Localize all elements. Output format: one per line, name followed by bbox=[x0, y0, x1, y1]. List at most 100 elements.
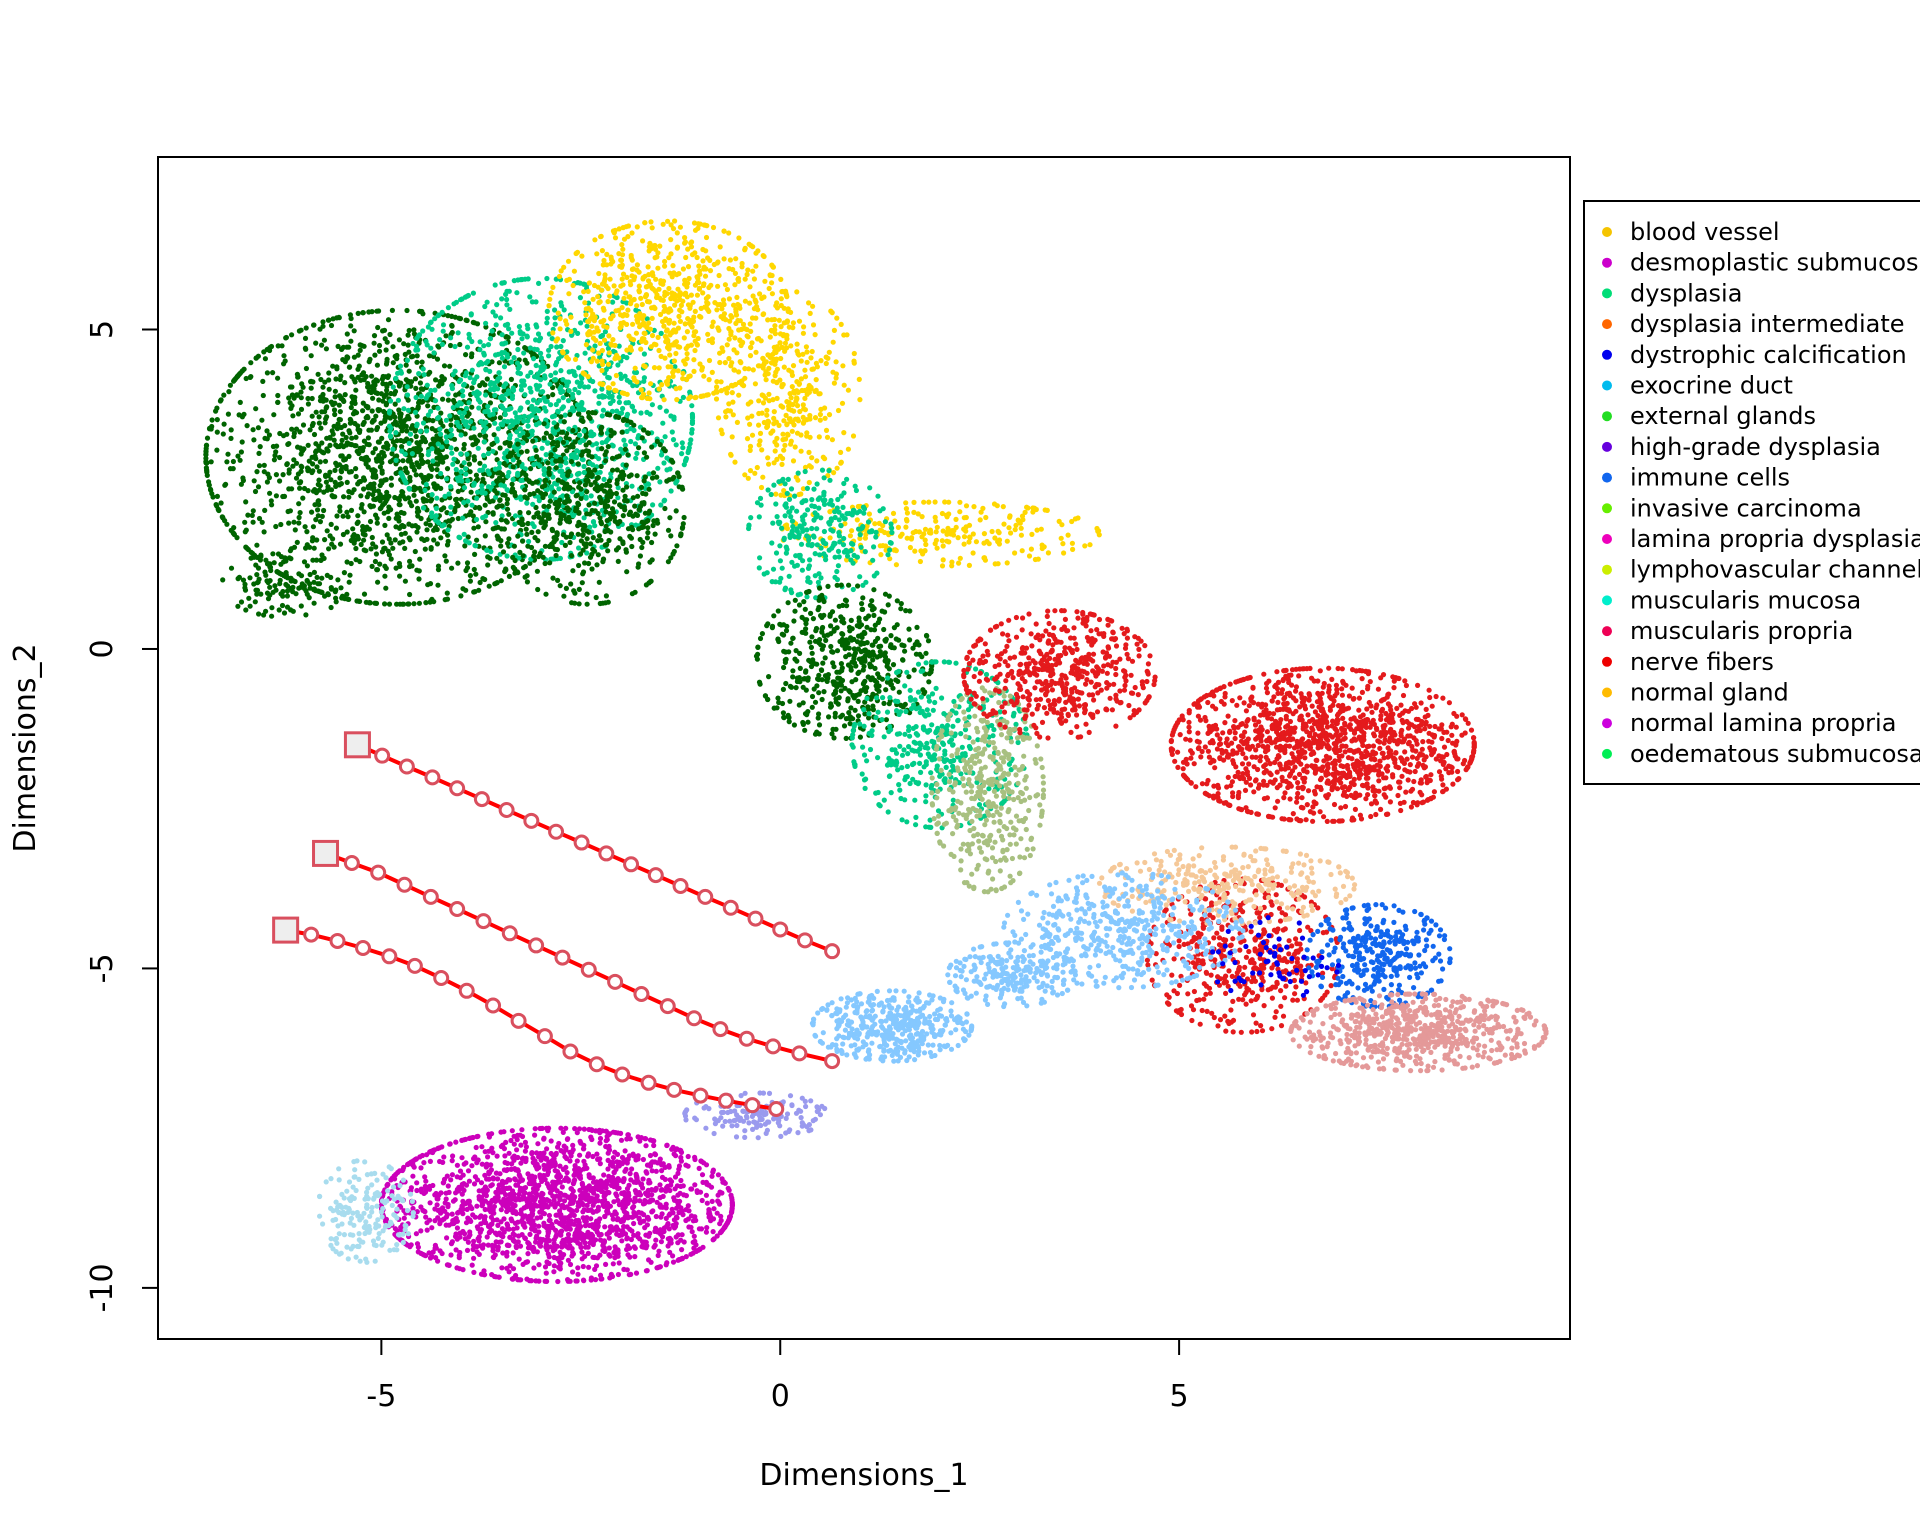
data-point bbox=[832, 574, 838, 580]
data-point bbox=[313, 441, 319, 447]
data-point bbox=[714, 384, 720, 390]
data-point bbox=[308, 385, 314, 391]
data-point bbox=[858, 526, 864, 532]
data-point bbox=[804, 359, 810, 365]
data-point bbox=[296, 585, 302, 591]
data-point bbox=[570, 427, 576, 434]
data-point bbox=[449, 383, 455, 389]
data-point bbox=[204, 435, 211, 441]
data-point bbox=[946, 539, 952, 545]
data-point bbox=[792, 493, 798, 499]
data-point bbox=[554, 344, 560, 350]
data-point bbox=[418, 393, 424, 399]
data-point bbox=[385, 548, 391, 554]
data-point bbox=[933, 529, 939, 535]
data-point bbox=[770, 566, 777, 572]
data-point bbox=[214, 447, 220, 453]
data-point bbox=[440, 322, 447, 328]
data-point bbox=[435, 567, 442, 573]
data-point bbox=[254, 572, 260, 578]
data-point bbox=[502, 407, 508, 413]
data-point bbox=[305, 488, 311, 494]
data-point bbox=[520, 538, 526, 544]
data-point bbox=[304, 563, 310, 569]
data-point bbox=[616, 394, 622, 400]
data-point bbox=[448, 427, 454, 433]
data-point bbox=[664, 308, 670, 314]
data-point bbox=[433, 428, 439, 434]
data-point bbox=[668, 237, 674, 243]
data-point bbox=[601, 257, 607, 264]
data-point bbox=[551, 535, 557, 541]
data-point bbox=[800, 420, 807, 426]
data-point bbox=[917, 558, 924, 565]
data-point bbox=[1028, 546, 1034, 552]
data-point bbox=[889, 529, 895, 536]
data-point bbox=[731, 367, 738, 373]
data-point bbox=[738, 326, 745, 332]
data-point bbox=[208, 487, 214, 493]
data-point bbox=[387, 428, 393, 434]
data-point bbox=[402, 530, 408, 536]
data-point bbox=[251, 581, 257, 587]
data-point bbox=[803, 344, 810, 350]
data-point bbox=[670, 459, 676, 465]
data-point bbox=[261, 612, 267, 618]
data-point bbox=[225, 411, 231, 417]
data-point bbox=[331, 437, 337, 443]
data-point bbox=[661, 460, 667, 466]
data-point bbox=[337, 475, 343, 481]
data-point bbox=[613, 490, 620, 497]
data-point bbox=[275, 343, 281, 349]
data-point bbox=[256, 515, 263, 522]
data-point bbox=[681, 291, 688, 297]
data-point bbox=[363, 374, 369, 380]
data-point bbox=[770, 428, 776, 434]
data-point bbox=[311, 600, 317, 606]
data-point bbox=[433, 505, 439, 511]
data-point bbox=[745, 415, 751, 421]
data-point bbox=[355, 519, 361, 525]
data-point bbox=[552, 377, 559, 383]
data-point bbox=[657, 243, 663, 249]
data-point bbox=[591, 282, 598, 289]
data-point bbox=[601, 307, 607, 313]
data-point bbox=[451, 456, 457, 462]
data-point bbox=[926, 499, 932, 505]
data-point bbox=[616, 343, 622, 349]
data-point bbox=[411, 467, 417, 473]
data-point bbox=[474, 393, 480, 399]
data-point bbox=[663, 328, 670, 334]
data-point bbox=[646, 471, 652, 477]
data-point bbox=[752, 381, 759, 387]
data-point bbox=[503, 566, 509, 572]
data-point bbox=[340, 513, 346, 519]
data-point bbox=[482, 434, 488, 440]
data-point bbox=[456, 378, 462, 385]
data-point bbox=[916, 529, 923, 535]
data-point bbox=[316, 468, 322, 474]
data-point bbox=[408, 354, 415, 360]
data-point bbox=[265, 471, 271, 477]
data-point bbox=[345, 514, 351, 520]
data-point bbox=[348, 338, 354, 344]
data-point bbox=[610, 299, 616, 305]
data-point bbox=[346, 428, 352, 434]
data-point bbox=[535, 538, 541, 544]
data-point bbox=[618, 283, 624, 289]
data-point bbox=[374, 515, 380, 522]
data-point bbox=[729, 390, 735, 396]
data-point bbox=[302, 524, 308, 530]
data-point bbox=[411, 331, 417, 337]
data-point bbox=[885, 552, 891, 558]
data-point bbox=[445, 532, 451, 538]
data-point bbox=[444, 439, 450, 445]
data-point bbox=[427, 320, 434, 326]
data-point bbox=[655, 265, 661, 271]
data-point bbox=[273, 449, 279, 455]
data-point bbox=[817, 391, 823, 397]
data-point bbox=[570, 282, 576, 289]
data-point bbox=[210, 494, 216, 500]
data-point bbox=[277, 454, 283, 461]
data-point bbox=[498, 315, 504, 321]
